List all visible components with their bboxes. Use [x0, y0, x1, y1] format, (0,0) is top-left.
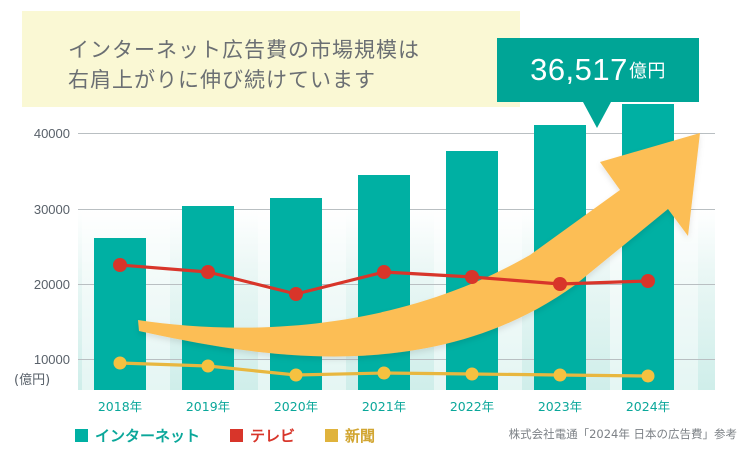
bar-2022: [446, 151, 498, 390]
x-tick-2019: 2019年: [185, 399, 231, 414]
plot-region: [78, 104, 715, 390]
page-title: インターネット広告費の市場規模は 右肩上がりに伸び続けています: [68, 35, 508, 95]
y-tick-10000: 10000: [33, 352, 70, 367]
legend-label-tv: テレビ: [250, 426, 296, 445]
legend-swatch-icon: [230, 428, 244, 442]
legend-label-internet: インターネット: [95, 426, 201, 445]
title-banner: インターネット広告費の市場規模は 右肩上がりに伸び続けています: [22, 11, 520, 107]
legend-item-internet[interactable]: インターネット: [75, 425, 200, 446]
x-tick-2022: 2022年: [449, 399, 495, 414]
x-tick-2023: 2023年: [537, 399, 583, 414]
callout-pointer-icon: [583, 102, 611, 128]
y-tick-40000: 40000: [33, 126, 70, 141]
bar-2018: [94, 238, 146, 390]
x-tick-2024: 2024年: [625, 399, 671, 414]
legend-item-newspaper[interactable]: 新聞: [325, 425, 375, 446]
title-line-1: インターネット広告費の市場規模は: [68, 38, 420, 62]
bar-2021: [358, 175, 410, 390]
gridline-40000: [78, 133, 715, 134]
chart-legend: インターネット テレビ 新聞: [75, 424, 375, 446]
x-tick-2020: 2020年: [273, 399, 319, 414]
source-attribution: 株式会社電通「2024年 日本の広告費」参考: [508, 427, 737, 441]
bar-2019: [182, 206, 234, 390]
legend-item-tv[interactable]: テレビ: [230, 425, 295, 446]
title-line-2: 右肩上がりに伸び続けています: [68, 68, 376, 92]
legend-swatch-icon: [325, 428, 339, 442]
y-tick-30000: 30000: [33, 202, 70, 217]
y-tick-20000: 20000: [33, 277, 70, 292]
bar-2024: [622, 104, 674, 390]
legend-label-newspaper: 新聞: [345, 426, 376, 445]
bar-2023: [534, 125, 586, 390]
x-tick-2018: 2018年: [97, 399, 143, 414]
x-tick-2021: 2021年: [361, 399, 407, 414]
legend-swatch-icon: [75, 428, 88, 442]
callout-value: 36,517 億円: [497, 38, 699, 102]
bar-2020: [270, 198, 322, 390]
callout-unit: 億円: [628, 61, 666, 81]
y-axis-unit: (億円): [14, 373, 51, 388]
callout-number: 36,517: [530, 52, 628, 87]
callout-badge: 36,517 億円: [497, 38, 699, 102]
